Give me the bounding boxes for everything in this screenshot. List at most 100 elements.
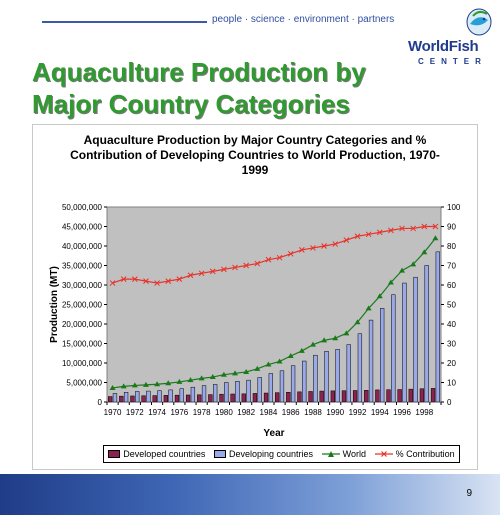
point-contribution — [287, 250, 294, 257]
point-world — [287, 352, 294, 358]
point-contribution — [221, 266, 227, 273]
y2-tick-label: 70 — [447, 262, 456, 271]
point-contribution — [388, 227, 394, 234]
x-tick-label: 1972 — [126, 408, 144, 417]
y-tick-label: 50,000,000 — [62, 203, 103, 212]
point-world — [332, 335, 339, 341]
bar-developing — [302, 360, 307, 403]
bar-developed — [163, 395, 168, 403]
y2-tick-label: 50 — [447, 301, 456, 310]
point-contribution — [276, 254, 283, 261]
bar-developed — [119, 395, 124, 403]
bar-developed — [375, 389, 380, 403]
x-tick-label: 1998 — [415, 408, 433, 417]
x-tick-label: 1984 — [260, 408, 278, 417]
point-world — [321, 337, 328, 343]
tagline-bar: people · science · environment · partner… — [0, 6, 400, 30]
bar-developed — [341, 390, 347, 403]
bar-developed — [130, 395, 135, 403]
y2-tick-label: 20 — [447, 359, 456, 368]
page-number: 9 — [466, 488, 472, 499]
bar-developed — [185, 394, 191, 403]
x-tick-label: 1970 — [104, 408, 122, 417]
bar-developed — [397, 389, 402, 403]
bar-developed — [174, 394, 180, 403]
bar-developing — [324, 351, 329, 403]
bar-developing — [112, 393, 118, 403]
point-contribution — [243, 262, 250, 269]
bar-developing — [368, 319, 374, 403]
bar-developing — [246, 379, 251, 403]
bar-developed — [152, 395, 157, 403]
x-tick-label: 1986 — [282, 408, 300, 417]
x-tick-label: 1974 — [148, 408, 166, 417]
point-contribution — [254, 260, 261, 267]
bar-developed — [297, 391, 302, 403]
logo-wordmark: WorldFish — [408, 38, 479, 55]
bar-developing — [435, 251, 440, 403]
point-world — [387, 279, 394, 285]
fish-icon — [466, 8, 492, 36]
bar-developed — [108, 396, 113, 403]
point-world — [399, 267, 406, 273]
point-world — [365, 305, 372, 311]
y-tick-label: 10,000,000 — [62, 359, 103, 368]
y-tick-label: 30,000,000 — [62, 281, 103, 290]
point-contribution — [298, 247, 305, 253]
x-tick-label: 1996 — [393, 408, 411, 417]
point-world — [165, 380, 172, 386]
legend-label-world: World — [342, 449, 366, 459]
point-world — [254, 365, 261, 371]
x-tick-label: 1976 — [170, 408, 188, 417]
bar-developing — [335, 349, 340, 403]
chart-legend: Developed countries Developing countries… — [103, 445, 460, 463]
point-world — [265, 361, 272, 367]
y-axis-title: Production (MT) — [49, 266, 60, 343]
point-world — [154, 381, 161, 387]
point-contribution — [421, 223, 428, 230]
x-axis-title: Year — [263, 428, 284, 439]
point-contribution — [321, 243, 327, 249]
bar-developing — [402, 282, 407, 403]
bar-developed — [408, 388, 413, 403]
point-world — [343, 330, 350, 336]
point-world — [354, 319, 361, 325]
legend-developed: Developed countries — [108, 449, 205, 459]
x-tick-label: 1990 — [326, 408, 344, 417]
point-world — [432, 235, 439, 241]
point-contribution — [399, 225, 405, 232]
bar-developing — [268, 373, 273, 403]
tagline-rule — [42, 21, 207, 23]
bar-developing — [235, 381, 240, 403]
point-contribution — [265, 256, 272, 263]
bar-developing — [157, 390, 162, 403]
legend-swatch-contribution — [374, 451, 393, 457]
point-contribution — [165, 278, 172, 284]
bar-developed — [141, 395, 146, 403]
legend-swatch-developing — [213, 450, 226, 458]
x-tick-label: 1978 — [193, 408, 211, 417]
point-world — [198, 375, 205, 381]
y-tick-label: 40,000,000 — [62, 242, 103, 251]
legend-swatch-developed — [108, 450, 121, 458]
bar-developing — [224, 382, 229, 403]
y-tick-label: 20,000,000 — [62, 320, 103, 329]
bar-developed — [364, 390, 369, 403]
point-contribution — [432, 223, 439, 230]
x-tick-label: 1988 — [304, 408, 322, 417]
point-world — [298, 347, 305, 353]
bar-developing — [346, 344, 351, 403]
point-world — [131, 382, 138, 388]
legend-world: World — [321, 449, 366, 459]
point-world — [421, 249, 428, 255]
point-world — [376, 293, 383, 299]
point-world — [209, 374, 216, 380]
point-contribution — [209, 268, 216, 275]
point-contribution — [332, 241, 339, 247]
y-tick-label: 0 — [98, 398, 103, 407]
bar-developing — [313, 354, 318, 403]
bar-developing — [413, 276, 418, 403]
line-contribution — [112, 225, 436, 284]
point-contribution — [232, 264, 238, 271]
point-contribution — [154, 280, 160, 286]
